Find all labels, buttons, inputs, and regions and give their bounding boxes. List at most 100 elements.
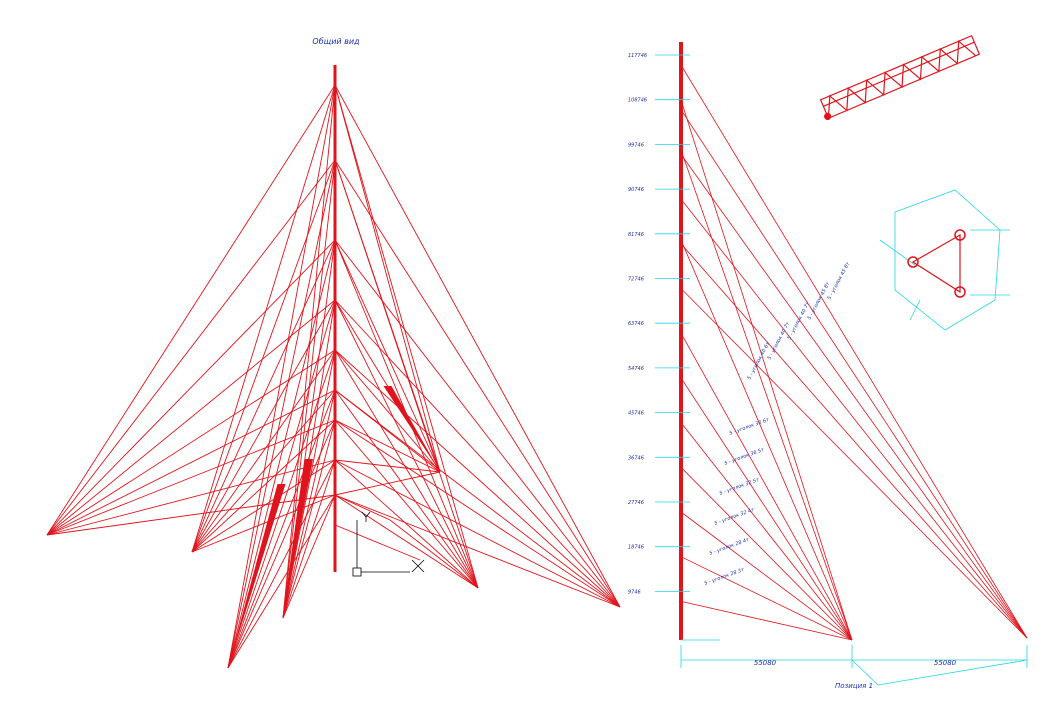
base-guys: [334, 494, 479, 589]
guy-line: [334, 389, 621, 608]
guy-line: [46, 84, 336, 536]
guy-line: [227, 239, 336, 669]
guy-line: [46, 299, 336, 536]
guy-line: [680, 99, 853, 641]
guy-line: [334, 159, 621, 608]
guy-line: [334, 494, 621, 608]
side-view: 117746 108746 99746 90746 81746 72746 63746 547…: [628, 42, 1028, 690]
dimension-line: [680, 645, 1028, 686]
guy-line: [191, 389, 336, 553]
guy-line: [282, 239, 336, 619]
elevation-label: 90746: [628, 187, 644, 193]
guy-line: [680, 64, 1028, 639]
elevation-label: 81746: [628, 232, 644, 238]
guy-line: [334, 349, 479, 589]
guy-line: [680, 154, 1028, 639]
guy-line: [334, 459, 479, 589]
guy-line: [191, 494, 336, 553]
cross-section: [879, 189, 1010, 331]
guy-line: [334, 84, 441, 473]
guy-label: 5 - уголок 40 7т: [766, 320, 791, 361]
guy-line: [334, 419, 621, 608]
guy-line: [334, 494, 479, 589]
guy-line: [334, 459, 441, 473]
guy-label: 5 - уголок 40 7т: [786, 300, 811, 341]
guy-line: [680, 467, 853, 641]
elevation-label: 18746: [628, 545, 644, 551]
guy-line: [46, 239, 336, 536]
guy-line: [227, 494, 336, 669]
guy-line: [46, 389, 336, 536]
guy-line: [191, 349, 336, 553]
guy-line: [191, 299, 336, 553]
guy-line: [334, 239, 621, 608]
elevation-label: 45746: [628, 411, 644, 417]
guy-line: [334, 349, 621, 608]
elevation-label: 36746: [628, 455, 644, 461]
guy-line: [680, 109, 1028, 639]
guy-line: [227, 84, 336, 669]
guy-line: [282, 459, 336, 619]
guy-line: [282, 349, 336, 619]
guy-line: [191, 239, 336, 553]
guy-line: [680, 333, 853, 641]
guy-label: 5 - уголок 36 6т: [729, 417, 771, 437]
guy-line: [680, 288, 1028, 639]
guy-line: [191, 84, 336, 553]
guy-line: [227, 459, 336, 669]
guy-line: [680, 149, 853, 641]
guy-line: [680, 198, 1028, 639]
guy-line: [227, 349, 336, 669]
guy-line: [680, 422, 853, 641]
guy-line: [680, 556, 853, 641]
guy-line: [680, 511, 853, 641]
guy-line: [680, 243, 1028, 639]
position-label: Позиция 1: [835, 682, 873, 690]
guy-line: [227, 419, 336, 669]
elevation-label: 117746: [628, 53, 647, 59]
guy-line: [680, 377, 853, 641]
anchor-spike: [283, 459, 313, 618]
guy-line: [191, 419, 336, 553]
guy-line: [334, 159, 479, 589]
guy-line: [46, 349, 336, 536]
elevation-label: 99746: [628, 142, 644, 148]
guy-line: [334, 459, 621, 608]
elevation-label: 9746: [628, 589, 641, 595]
elevation-label: 54746: [628, 366, 644, 372]
guy-line: [282, 389, 336, 619]
dimension-label: 55080: [934, 659, 957, 667]
elevation-label: 108746: [628, 98, 647, 104]
ucs-icon: [352, 511, 425, 577]
guy-label: 5 - уголок 32 4т: [714, 507, 756, 527]
elevation-label: 27746: [628, 500, 644, 506]
guy-label: 5 - уголок 28 3т: [704, 567, 746, 587]
guy-line: [46, 419, 336, 536]
guy-line: [46, 459, 336, 536]
truss-detail: [819, 34, 981, 121]
guy-label: 5 - уголок 45 8т: [826, 260, 851, 301]
guy-line: [282, 159, 336, 619]
guy-line: [334, 471, 441, 496]
view-title: Общий вид: [312, 37, 360, 46]
guy-label: 5 - уголок 32 5т: [719, 477, 761, 497]
guy-label: 5 - уголок 45 8т: [806, 280, 831, 321]
elevation-label: 63746: [628, 321, 644, 327]
elevation-label: 72746: [628, 277, 644, 283]
guy-label: 5 - уголок 28 4т: [709, 537, 751, 557]
guy-line: [282, 84, 336, 619]
general-view: [46, 65, 621, 669]
guy-line: [46, 159, 336, 536]
guy-line: [334, 299, 621, 608]
guy-line: [227, 389, 336, 669]
guy-line: [680, 601, 853, 641]
guy-line: [282, 419, 336, 619]
anchor-spike: [228, 484, 286, 668]
guy-line: [191, 159, 336, 553]
guy-line: [680, 239, 853, 641]
dimension-label: 55080: [754, 659, 777, 667]
anchor-spike: [383, 386, 440, 472]
guy-line: [334, 419, 441, 473]
guy-line: [46, 494, 336, 536]
